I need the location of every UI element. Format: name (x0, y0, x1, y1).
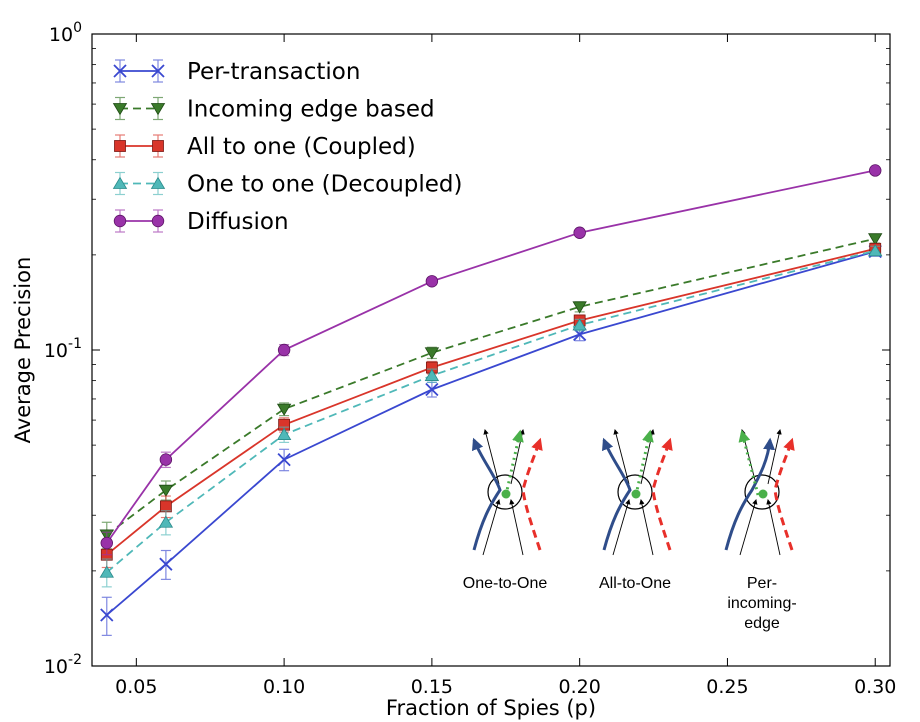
legend-entry: Per-transaction (113, 59, 360, 85)
inset-panel-2: All-to-One (599, 428, 673, 592)
data-point (572, 318, 587, 331)
data-point (277, 452, 291, 467)
inset-diagram: One-to-One All-to-One Per-incoming-edge (463, 428, 797, 632)
series-line (106, 247, 876, 556)
data-point (869, 164, 882, 177)
legend-marker (150, 103, 166, 116)
legend-label: Incoming edge based (187, 97, 435, 123)
data-point (868, 233, 883, 246)
data-point (159, 453, 173, 466)
x-axis-label: Fraction of Spies (p) (386, 696, 596, 720)
inset-panel-3: Per-incoming-edge (724, 428, 797, 632)
data-point (868, 244, 883, 257)
incoming-edge (639, 498, 654, 556)
y-tick-label: 10-1 (44, 336, 82, 362)
incoming-edge (509, 498, 524, 556)
red-flow (773, 437, 795, 551)
node-circle (744, 474, 780, 510)
legend-entry: Incoming edge based (112, 97, 435, 123)
inset-panel-1: One-to-One (463, 428, 548, 592)
data-point (424, 347, 440, 360)
legend-label: Diffusion (187, 209, 289, 235)
error-bar (101, 596, 112, 636)
outgoing-edge (483, 428, 500, 485)
red-flow (521, 437, 543, 551)
series-line (106, 249, 876, 573)
x-tick-label: 0.30 (854, 676, 896, 698)
data-point (424, 368, 440, 381)
green-flow (504, 429, 524, 496)
plot-frame (91, 33, 891, 667)
inset-label: Per- (747, 575, 777, 592)
legend-entry: Diffusion (113, 209, 289, 235)
x-tick-label: 0.25 (706, 676, 748, 698)
axes: 0.05 0.10 0.15 0.20 0.25 0.30 100 10-1 10-2 Fract… (11, 20, 896, 720)
data-point (425, 275, 439, 288)
green-flow (738, 429, 760, 496)
legend-marker (112, 176, 128, 189)
outgoing-edge (767, 428, 782, 485)
inset-label: edge (744, 615, 780, 632)
incoming-edge (766, 498, 781, 556)
y-axis-label: Average Precision (11, 257, 35, 444)
legend-marker (112, 103, 128, 116)
outgoing-edge (510, 428, 525, 485)
node-circle (617, 474, 653, 510)
data-point (573, 226, 586, 239)
incoming-edge (482, 498, 501, 556)
data-point (100, 536, 113, 550)
node-circle (487, 474, 523, 510)
legend-marker (113, 214, 127, 228)
data-point (572, 301, 587, 314)
data-point (425, 382, 439, 397)
series-5 (100, 164, 882, 556)
green-dot (631, 489, 641, 499)
legend-label: Per-transaction (187, 59, 360, 85)
outgoing-edge (613, 428, 630, 485)
data-point (276, 403, 292, 416)
data-point (158, 515, 174, 528)
data-point (159, 557, 173, 571)
legend: Per-transaction Incoming edge based All to… (112, 59, 463, 235)
legend-marker (151, 64, 165, 78)
blue-flow (471, 437, 502, 551)
legend-entry: One to one (Decoupled) (112, 172, 463, 198)
legend-marker (151, 214, 165, 228)
incoming-edge (739, 498, 758, 556)
red-flow (651, 437, 673, 551)
x-tick-label: 0.10 (263, 676, 305, 698)
inset-label: incoming- (727, 595, 796, 612)
outgoing-edge (640, 428, 655, 485)
data-point (276, 427, 292, 440)
legend-label: All to one (Coupled) (187, 134, 416, 160)
x-tick-label: 0.20 (559, 676, 601, 698)
data-point (100, 608, 114, 622)
blue-flow (601, 437, 632, 551)
data-point (158, 484, 174, 497)
legend-marker (113, 64, 127, 78)
data-point (277, 343, 291, 357)
series-line (106, 169, 876, 544)
y-tick-label: 100 (49, 20, 82, 46)
series-line (106, 250, 876, 616)
x-tick-label: 0.05 (115, 676, 157, 698)
green-dot (501, 489, 511, 499)
inset-label: One-to-One (463, 575, 548, 592)
plot-area (99, 164, 883, 636)
inset-label: All-to-One (599, 575, 671, 592)
legend-label: One to one (Decoupled) (187, 172, 463, 198)
legend-marker (150, 176, 166, 189)
blue-flow (724, 437, 776, 551)
green-dot (758, 489, 768, 499)
incoming-edge (612, 498, 631, 556)
y-tick-label: 10-2 (44, 652, 82, 678)
series-4 (99, 244, 883, 588)
legend-entry: All to one (Coupled) (114, 134, 416, 160)
green-flow (634, 429, 654, 496)
legend-marker (152, 140, 164, 152)
x-tick-label: 0.15 (411, 676, 453, 698)
data-point (99, 565, 114, 578)
legend-marker (114, 140, 126, 152)
